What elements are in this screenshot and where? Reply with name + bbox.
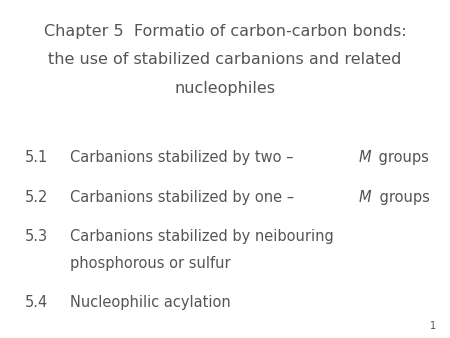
Text: 5.1: 5.1 <box>25 150 48 165</box>
Text: 1: 1 <box>430 321 436 331</box>
Text: groups: groups <box>375 190 430 205</box>
Text: 5.2: 5.2 <box>25 190 48 205</box>
Text: 5.4: 5.4 <box>25 295 48 310</box>
Text: groups: groups <box>374 150 429 165</box>
Text: M: M <box>358 150 371 165</box>
Text: M: M <box>359 190 372 205</box>
Text: Carbanions stabilized by one –: Carbanions stabilized by one – <box>70 190 294 205</box>
Text: Carbanions stabilized by neibouring: Carbanions stabilized by neibouring <box>70 229 333 244</box>
Text: nucleophiles: nucleophiles <box>175 81 275 96</box>
Text: the use of stabilized carbanions and related: the use of stabilized carbanions and rel… <box>48 52 402 67</box>
Text: Chapter 5  Formatio of carbon-carbon bonds:: Chapter 5 Formatio of carbon-carbon bond… <box>44 24 406 39</box>
Text: Nucleophilic acylation: Nucleophilic acylation <box>70 295 230 310</box>
Text: phosphorous or sulfur: phosphorous or sulfur <box>70 256 230 271</box>
Text: Carbanions stabilized by two –: Carbanions stabilized by two – <box>70 150 293 165</box>
Text: 5.3: 5.3 <box>25 229 48 244</box>
